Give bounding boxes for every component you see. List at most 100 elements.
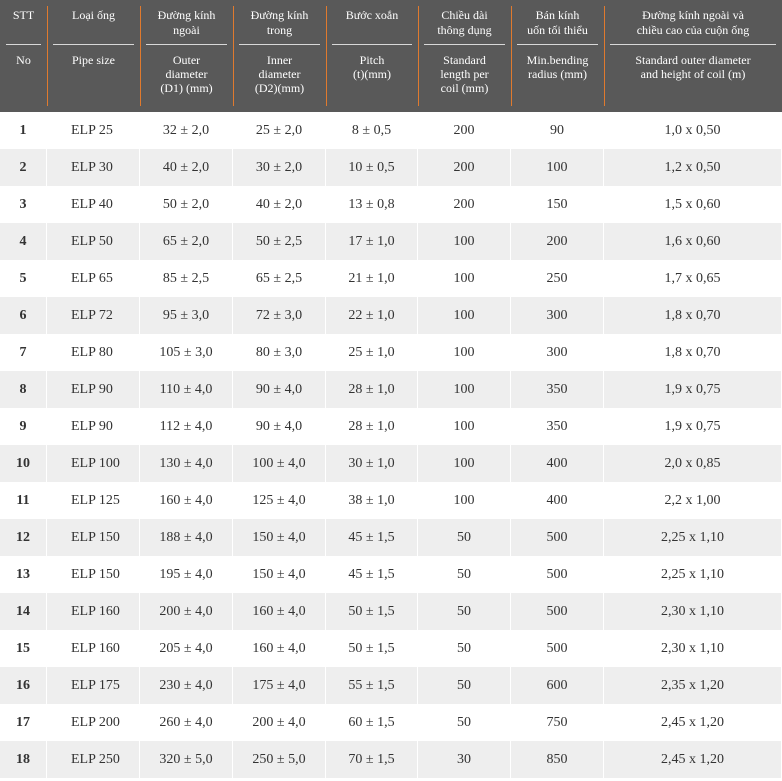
table-cell: 1,5 x 0,60 [604,186,782,223]
table-row: 1 ELP 25 32 ± 2,0 25 ± 2,0 8 ± 0,5 200 90 1,0 x… [0,112,782,149]
table-cell: 112 ± 4,0 [140,408,233,445]
table-cell: 50 [418,519,511,556]
header-separator [53,44,134,45]
table-cell: 50 [418,704,511,741]
table-cell: 100 [418,260,511,297]
table-cell: 8 [0,371,47,408]
table-cell: 1 [0,112,47,149]
table-cell: ELP 160 [47,630,140,667]
table-cell: 50 [418,593,511,630]
table-row: 17 ELP 200 260 ± 4,0 200 ± 4,0 60 ± 1,5 50 750… [0,704,782,741]
header-cell: Chiều dài thông dụng Standard length per … [418,0,511,112]
table-cell: 18 [0,741,47,778]
header-separator [610,44,776,45]
table-cell: 50 ± 2,5 [233,223,326,260]
table-cell: 160 ± 4,0 [233,593,326,630]
table-cell: 1,6 x 0,60 [604,223,782,260]
table-cell: 1,9 x 0,75 [604,371,782,408]
header-separator [424,44,505,45]
header-cell: Bước xoắn Pitch (t)(mm) [326,0,418,112]
table-cell: ELP 30 [47,149,140,186]
table-cell: ELP 50 [47,223,140,260]
table-cell: 32 ± 2,0 [140,112,233,149]
table-cell: 1,9 x 0,75 [604,408,782,445]
table-cell: ELP 160 [47,593,140,630]
table-cell: 12 [0,519,47,556]
table-cell: 10 [0,445,47,482]
table-row: 5 ELP 65 85 ± 2,5 65 ± 2,5 21 ± 1,0 100 250 1,7… [0,260,782,297]
table-row: 3 ELP 40 50 ± 2,0 40 ± 2,0 13 ± 0,8 200 150 1,5… [0,186,782,223]
table-cell: 38 ± 1,0 [326,482,418,519]
table-row: 4 ELP 50 65 ± 2,0 50 ± 2,5 17 ± 1,0 100 200 1,6… [0,223,782,260]
table-row: 13 ELP 150 195 ± 4,0 150 ± 4,0 45 ± 1,5 50 500… [0,556,782,593]
table-cell: 4 [0,223,47,260]
table-cell: 200 [418,112,511,149]
table-cell: 40 ± 2,0 [140,149,233,186]
table-cell: 25 ± 1,0 [326,334,418,371]
table-cell: 17 [0,704,47,741]
header-en: Min.bending radius (mm) [526,53,589,81]
table-cell: 100 ± 4,0 [233,445,326,482]
table-cell: ELP 25 [47,112,140,149]
table-cell: 2,45 x 1,20 [604,704,782,741]
table-cell: 350 [511,371,604,408]
header-vi: Chiều dài thông dụng [437,8,492,37]
table-row: 2 ELP 30 40 ± 2,0 30 ± 2,0 10 ± 0,5 200 100 1,2… [0,149,782,186]
table-cell: 200 [511,223,604,260]
table-row: 18 ELP 250 320 ± 5,0 250 ± 5,0 70 ± 1,5 30 850… [0,741,782,778]
header-vi: Đường kính ngoài [157,8,216,37]
table-cell: 72 ± 3,0 [233,297,326,334]
table-cell: 13 ± 0,8 [326,186,418,223]
table-cell: 250 ± 5,0 [233,741,326,778]
header-vi: STT [12,8,35,22]
table-cell: 1,0 x 0,50 [604,112,782,149]
table-cell: 14 [0,593,47,630]
table-cell: 105 ± 3,0 [140,334,233,371]
table-cell: 2,30 x 1,10 [604,593,782,630]
table-cell: 65 ± 2,5 [233,260,326,297]
table-cell: 200 [418,149,511,186]
table-cell: 200 ± 4,0 [140,593,233,630]
header-en: Pipe size [72,53,115,67]
table-cell: 28 ± 1,0 [326,371,418,408]
table-cell: 1,8 x 0,70 [604,297,782,334]
table-cell: ELP 175 [47,667,140,704]
header-separator [6,44,41,45]
table-cell: 188 ± 4,0 [140,519,233,556]
table-cell: 30 ± 1,0 [326,445,418,482]
table-cell: 200 ± 4,0 [233,704,326,741]
table-cell: 55 ± 1,5 [326,667,418,704]
table-cell: 1,8 x 0,70 [604,334,782,371]
table-cell: 110 ± 4,0 [140,371,233,408]
table-cell: 150 ± 4,0 [233,556,326,593]
table-cell: 100 [418,445,511,482]
table-cell: 400 [511,445,604,482]
table-cell: 260 ± 4,0 [140,704,233,741]
table-cell: ELP 125 [47,482,140,519]
header-cell: Bán kính uốn tối thiểu Min.bending radius… [511,0,604,112]
table-cell: 150 ± 4,0 [233,519,326,556]
table-cell: ELP 65 [47,260,140,297]
header-separator [332,44,412,45]
table-cell: 400 [511,482,604,519]
header-cell: Đường kính trong Inner diameter (D2)(mm) [233,0,326,112]
table-cell: 2,0 x 0,85 [604,445,782,482]
table-cell: 300 [511,334,604,371]
table-cell: 17 ± 1,0 [326,223,418,260]
table-cell: 15 [0,630,47,667]
table-cell: 500 [511,593,604,630]
table-cell: 2,30 x 1,10 [604,630,782,667]
table-cell: 160 ± 4,0 [233,630,326,667]
table-cell: 6 [0,297,47,334]
table-cell: 300 [511,297,604,334]
table-cell: 250 [511,260,604,297]
table-cell: 1,2 x 0,50 [604,149,782,186]
table-cell: 50 ± 2,0 [140,186,233,223]
header-vi: Đường kính ngoài và chiều cao của cuộn ố… [636,8,750,37]
table-cell: 5 [0,260,47,297]
table-row: 8 ELP 90 110 ± 4,0 90 ± 4,0 28 ± 1,0 100 350 1,… [0,371,782,408]
table-cell: 500 [511,630,604,667]
table-cell: 95 ± 3,0 [140,297,233,334]
table-cell: 90 ± 4,0 [233,371,326,408]
